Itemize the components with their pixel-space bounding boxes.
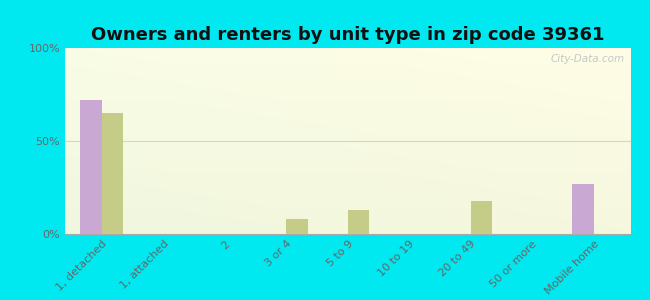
Bar: [102, 113, 124, 234]
Title: Owners and renters by unit type in zip code 39361: Owners and renters by unit type in zip c…: [91, 26, 604, 44]
Bar: [572, 184, 593, 234]
Text: City-Data.com: City-Data.com: [551, 54, 625, 64]
Bar: [471, 200, 492, 234]
Bar: [348, 210, 369, 234]
Bar: [81, 100, 102, 234]
Bar: [286, 219, 308, 234]
